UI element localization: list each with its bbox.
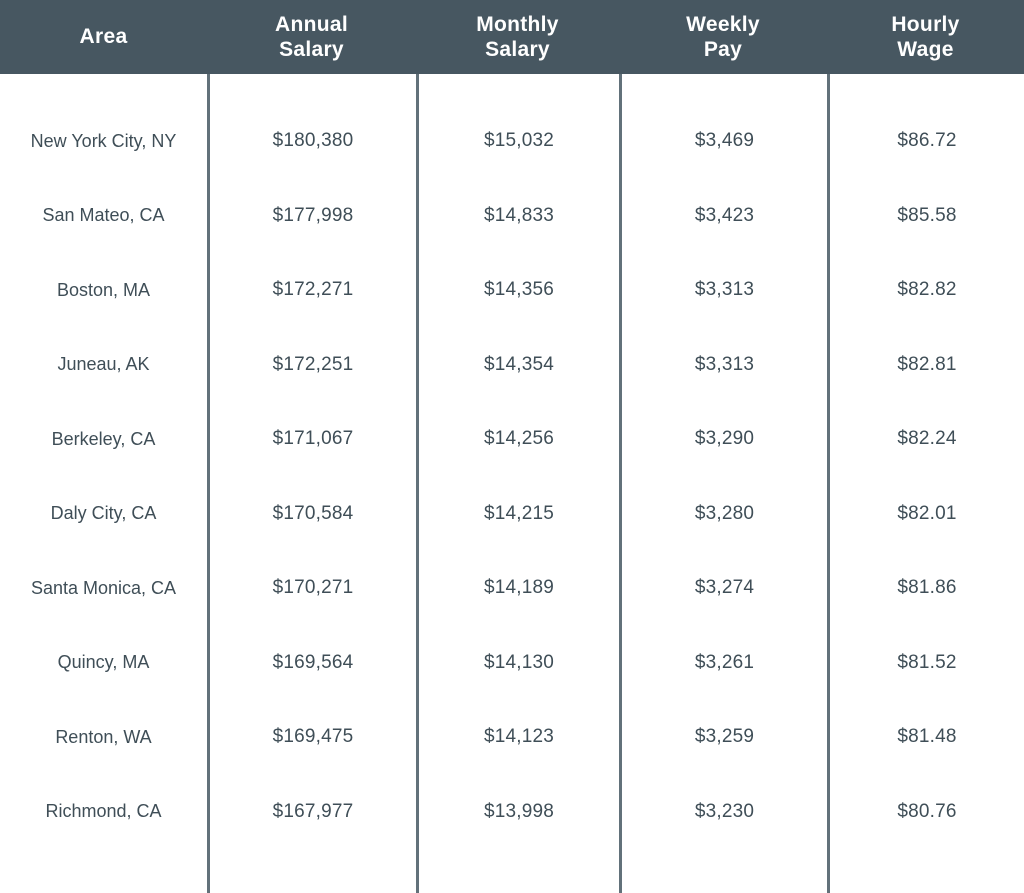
value-cell-monthly-salary: $14,130 bbox=[483, 651, 555, 673]
header-label-line: Annual bbox=[275, 12, 348, 36]
area-cell: Quincy, MA bbox=[57, 652, 150, 673]
header-cell-monthly-salary: Monthly Salary bbox=[416, 0, 619, 74]
table-header-row: Area Annual Salary Monthly Salary Weekly Pay Ho… bbox=[0, 0, 1024, 74]
value-cell-weekly-pay: $3,274 bbox=[694, 577, 755, 599]
value-cell-monthly-salary: $15,032 bbox=[483, 130, 555, 152]
header-cell-annual-salary: Annual Salary bbox=[207, 0, 416, 74]
value-cell-annual-salary: $172,271 bbox=[272, 279, 354, 301]
value-cell-monthly-salary: $14,833 bbox=[483, 204, 555, 226]
table-body: New York City, NY San Mateo, CA Boston, MA… bbox=[0, 74, 1024, 893]
value-cell-annual-salary: $171,067 bbox=[272, 428, 354, 450]
value-cell-weekly-pay: $3,313 bbox=[694, 279, 755, 301]
value-cell-hourly-wage: $86.72 bbox=[897, 130, 957, 152]
area-cell: San Mateo, CA bbox=[42, 205, 165, 226]
header-label-line: Salary bbox=[279, 38, 344, 61]
value-cell-monthly-salary: $14,256 bbox=[483, 428, 555, 450]
value-cell-hourly-wage: $80.76 bbox=[897, 800, 957, 822]
area-cell: Santa Monica, CA bbox=[30, 577, 177, 598]
area-cell: Richmond, CA bbox=[45, 801, 162, 822]
value-cell-annual-salary: $169,475 bbox=[272, 726, 354, 748]
area-cell: Berkeley, CA bbox=[51, 428, 156, 449]
value-cell-hourly-wage: $82.82 bbox=[897, 279, 957, 301]
value-cell-hourly-wage: $82.81 bbox=[897, 353, 957, 375]
value-cell-hourly-wage: $82.01 bbox=[897, 502, 957, 524]
value-cell-weekly-pay: $3,313 bbox=[694, 353, 755, 375]
value-cell-monthly-salary: $14,356 bbox=[483, 279, 555, 301]
value-cell-annual-salary: $167,977 bbox=[272, 800, 354, 822]
body-column-area: New York City, NY San Mateo, CA Boston, MA… bbox=[0, 74, 207, 893]
value-cell-weekly-pay: $3,280 bbox=[694, 502, 755, 524]
header-label-line: Area bbox=[79, 25, 128, 49]
value-cell-weekly-pay: $3,423 bbox=[694, 204, 755, 226]
value-cell-hourly-wage: $81.52 bbox=[897, 651, 957, 673]
value-cell-annual-salary: $180,380 bbox=[272, 130, 354, 152]
value-cell-annual-salary: $170,584 bbox=[272, 502, 354, 524]
value-cell-monthly-salary: $14,215 bbox=[483, 502, 555, 524]
body-column-annual-salary: $180,380 $177,998 $172,271 $172,251 $171,067… bbox=[207, 74, 416, 893]
header-label-line: Monthly bbox=[476, 12, 559, 36]
area-cell: Boston, MA bbox=[56, 279, 151, 300]
value-cell-monthly-salary: $14,354 bbox=[483, 353, 555, 375]
value-cell-annual-salary: $177,998 bbox=[272, 204, 354, 226]
header-label-line: Wage bbox=[897, 38, 954, 61]
value-cell-monthly-salary: $14,123 bbox=[483, 726, 555, 748]
header-label-line: Salary bbox=[485, 38, 550, 61]
value-cell-annual-salary: $170,271 bbox=[272, 577, 354, 599]
value-cell-annual-salary: $172,251 bbox=[272, 353, 354, 375]
value-cell-weekly-pay: $3,259 bbox=[694, 726, 755, 748]
area-cell: New York City, NY bbox=[30, 130, 177, 151]
header-label-line: Pay bbox=[703, 38, 743, 61]
area-cell: Daly City, CA bbox=[50, 503, 157, 524]
value-cell-weekly-pay: $3,230 bbox=[694, 800, 755, 822]
value-cell-monthly-salary: $14,189 bbox=[483, 577, 555, 599]
header-label-line: Hourly bbox=[891, 12, 960, 36]
header-cell-area: Area bbox=[0, 0, 207, 74]
value-cell-weekly-pay: $3,261 bbox=[694, 651, 755, 673]
header-cell-hourly-wage: Hourly Wage bbox=[827, 0, 1024, 74]
body-column-hourly-wage: $86.72 $85.58 $82.82 $82.81 $82.24 $82.01 $81.… bbox=[827, 74, 1024, 893]
value-cell-weekly-pay: $3,469 bbox=[694, 130, 755, 152]
value-cell-hourly-wage: $85.58 bbox=[897, 204, 957, 226]
value-cell-annual-salary: $169,564 bbox=[272, 651, 354, 673]
body-column-weekly-pay: $3,469 $3,423 $3,313 $3,313 $3,290 $3,280 $3,2… bbox=[619, 74, 827, 893]
value-cell-weekly-pay: $3,290 bbox=[694, 428, 755, 450]
value-cell-monthly-salary: $13,998 bbox=[483, 800, 555, 822]
header-label-line: Weekly bbox=[686, 12, 760, 36]
header-cell-weekly-pay: Weekly Pay bbox=[619, 0, 827, 74]
value-cell-hourly-wage: $81.86 bbox=[897, 577, 957, 599]
value-cell-hourly-wage: $81.48 bbox=[897, 726, 957, 748]
body-column-monthly-salary: $15,032 $14,833 $14,356 $14,354 $14,256 $14,2… bbox=[416, 74, 619, 893]
value-cell-hourly-wage: $82.24 bbox=[897, 428, 957, 450]
area-cell: Juneau, AK bbox=[57, 354, 150, 375]
area-cell: Renton, WA bbox=[55, 726, 152, 747]
